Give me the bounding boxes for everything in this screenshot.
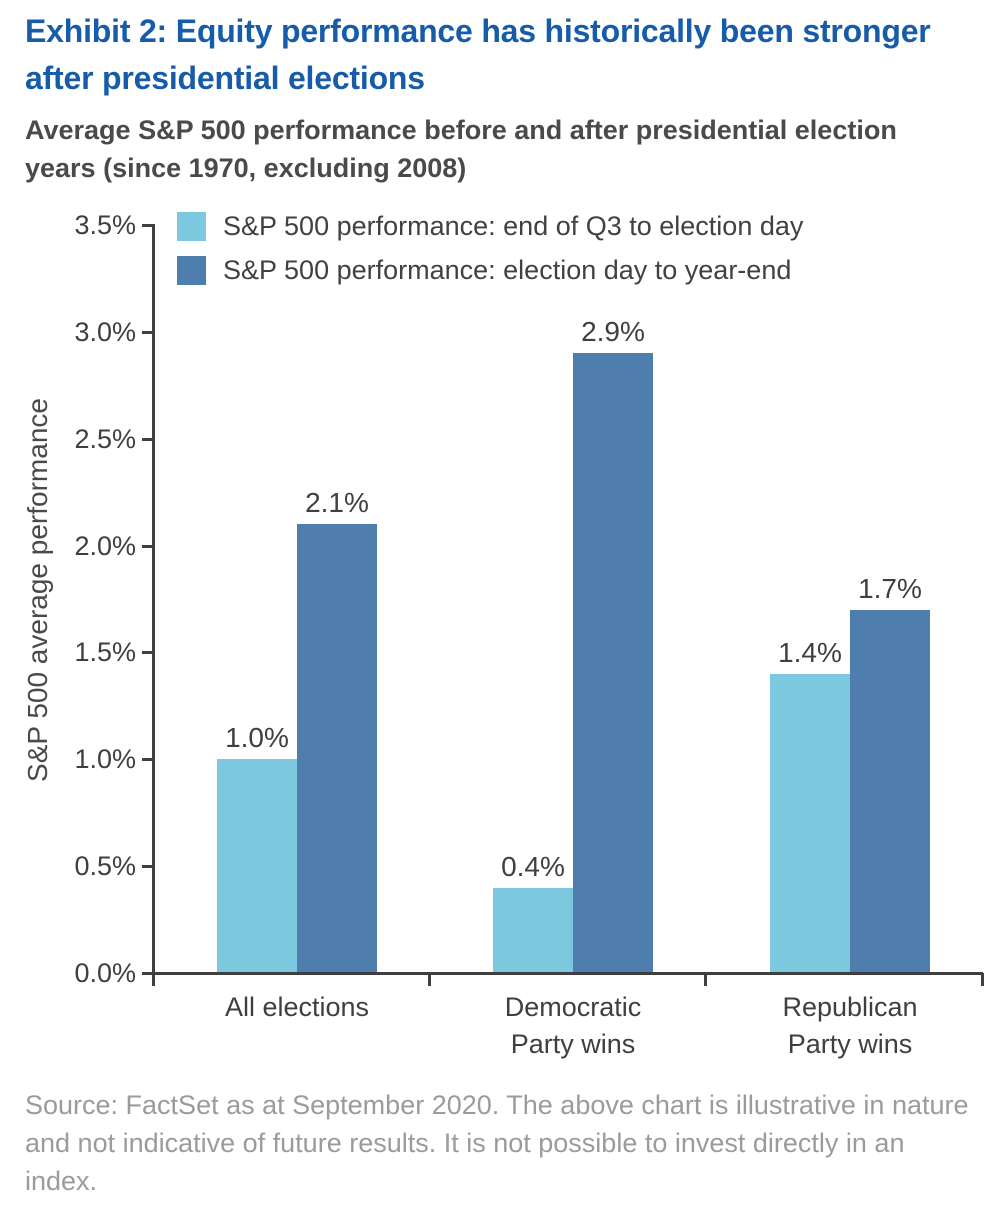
y-tick-label: 3.0%	[74, 316, 136, 347]
bar-value-label: 1.7%	[858, 572, 922, 604]
y-tick	[142, 972, 153, 975]
x-tick	[980, 973, 984, 986]
bar-dark-2	[573, 353, 653, 973]
y-tick-label: 1.5%	[74, 637, 136, 668]
bar-light-2	[493, 887, 573, 973]
y-tick-label: 1.0%	[74, 744, 136, 775]
y-tick-label: 0.5%	[74, 851, 136, 882]
bar-value-label: 2.9%	[581, 316, 645, 348]
x-tick	[427, 973, 431, 986]
category-label-1: All elections	[224, 992, 370, 1022]
y-tick	[142, 437, 153, 441]
source-note: Source: FactSet as at September 2020. Th…	[25, 1090, 969, 1196]
y-tick	[142, 330, 153, 334]
exhibit-title: Exhibit 2: Equity performance has histor…	[25, 13, 931, 96]
legend-label-series2: S&P 500 performance: election day to yea…	[223, 255, 792, 285]
bar-dark-1	[297, 524, 377, 973]
bar-value-label: 0.4%	[501, 850, 565, 882]
chart-subtitle: Average S&P 500 performance before and a…	[25, 115, 897, 183]
x-tick	[151, 973, 155, 986]
y-tick-label: 2.0%	[74, 530, 136, 561]
bar-dark-3	[850, 609, 930, 973]
y-tick	[142, 651, 153, 655]
bar-light-1	[217, 759, 297, 973]
y-tick	[142, 224, 153, 227]
y-tick-label: 0.0%	[74, 958, 136, 988]
category-label-3: Republican Party wins	[782, 992, 918, 1059]
y-tick	[142, 544, 153, 548]
y-tick	[142, 758, 153, 762]
category-label-2: Democratic Party wins	[504, 992, 642, 1059]
bar-value-label: 2.1%	[305, 487, 369, 519]
y-axis-line	[152, 224, 155, 974]
legend-swatch-series2	[177, 256, 206, 285]
y-tick	[142, 865, 153, 869]
x-axis-line	[152, 972, 983, 975]
x-tick	[704, 973, 708, 986]
bar-value-label: 1.4%	[778, 636, 842, 668]
y-tick-label: 3.5%	[74, 210, 136, 240]
bar-value-label: 1.0%	[225, 722, 289, 754]
legend-label-series1: S&P 500 performance: end of Q3 to electi…	[223, 211, 804, 241]
bar-light-3	[770, 673, 850, 973]
legend-swatch-series1	[177, 212, 206, 241]
y-tick-label: 2.5%	[74, 423, 136, 454]
